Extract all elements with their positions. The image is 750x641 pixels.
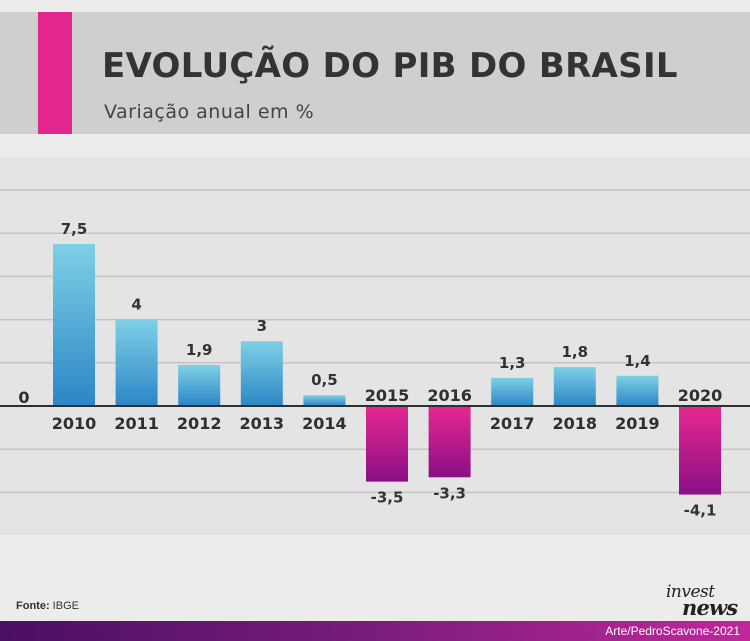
- footer-bar: Arte/PedroScavone-2021: [0, 621, 750, 641]
- value-label-2013: 3: [257, 317, 267, 335]
- header-band: EVOLUÇÃO DO PIB DO BRASIL Variação anual…: [0, 12, 750, 134]
- category-label-2010: 2010: [52, 414, 97, 433]
- category-label-2018: 2018: [553, 414, 598, 433]
- investnews-logo: invest news: [666, 584, 742, 620]
- category-label-2011: 2011: [114, 414, 159, 433]
- chart-subtitle: Variação anual em %: [104, 101, 315, 123]
- logo-text-top: invest: [666, 582, 715, 602]
- value-label-2012: 1,9: [186, 341, 213, 359]
- bar-2010: [53, 244, 95, 406]
- source-label: Fonte:: [16, 600, 50, 612]
- category-label-2013: 2013: [240, 414, 285, 433]
- category-label-2017: 2017: [490, 414, 535, 433]
- bar-2019: [616, 375, 659, 406]
- value-label-2020: -4,1: [684, 502, 717, 520]
- bars: [53, 244, 721, 495]
- value-label-2011: 4: [131, 296, 141, 314]
- bar-2015: [366, 406, 408, 482]
- bar-2016: [428, 406, 471, 478]
- value-label-2010: 7,5: [61, 220, 88, 238]
- value-label-2015: -3,5: [371, 489, 404, 507]
- category-label-2016: 2016: [427, 386, 472, 405]
- grid-lines: [0, 189, 750, 494]
- bar-2017: [491, 377, 534, 406]
- category-label-2020: 2020: [678, 386, 723, 405]
- category-label-2019: 2019: [615, 414, 660, 433]
- value-label-2016: -3,3: [433, 484, 466, 502]
- value-label-2014: 0,5: [311, 371, 338, 389]
- bar-2013: [240, 341, 283, 406]
- accent-bar: [38, 12, 72, 134]
- bar-2018: [553, 367, 596, 406]
- bar-2020: [679, 406, 721, 495]
- bar-2014: [303, 395, 346, 406]
- category-label-2012: 2012: [177, 414, 222, 433]
- chart-title: EVOLUÇÃO DO PIB DO BRASIL: [102, 46, 678, 86]
- category-label-2015: 2015: [365, 386, 410, 405]
- value-label-2018: 1,8: [562, 343, 589, 361]
- category-label-2014: 2014: [302, 414, 347, 433]
- source-value: IBGE: [52, 600, 79, 612]
- labels: 2010 7,5 2011 4 2012 1,9 2013 3 2014 0,5 2015 -3,5 2…: [52, 220, 723, 520]
- value-label-2017: 1,3: [499, 354, 526, 372]
- value-label-2019: 1,4: [624, 352, 651, 370]
- source-note: Fonte: IBGE: [16, 600, 79, 612]
- credit-text: Arte/PedroScavone-2021: [605, 624, 740, 638]
- bar-2011: [115, 319, 158, 406]
- logo-text-bottom: news: [682, 595, 738, 620]
- zero-label: 0: [18, 388, 29, 407]
- bar-2012: [178, 364, 221, 406]
